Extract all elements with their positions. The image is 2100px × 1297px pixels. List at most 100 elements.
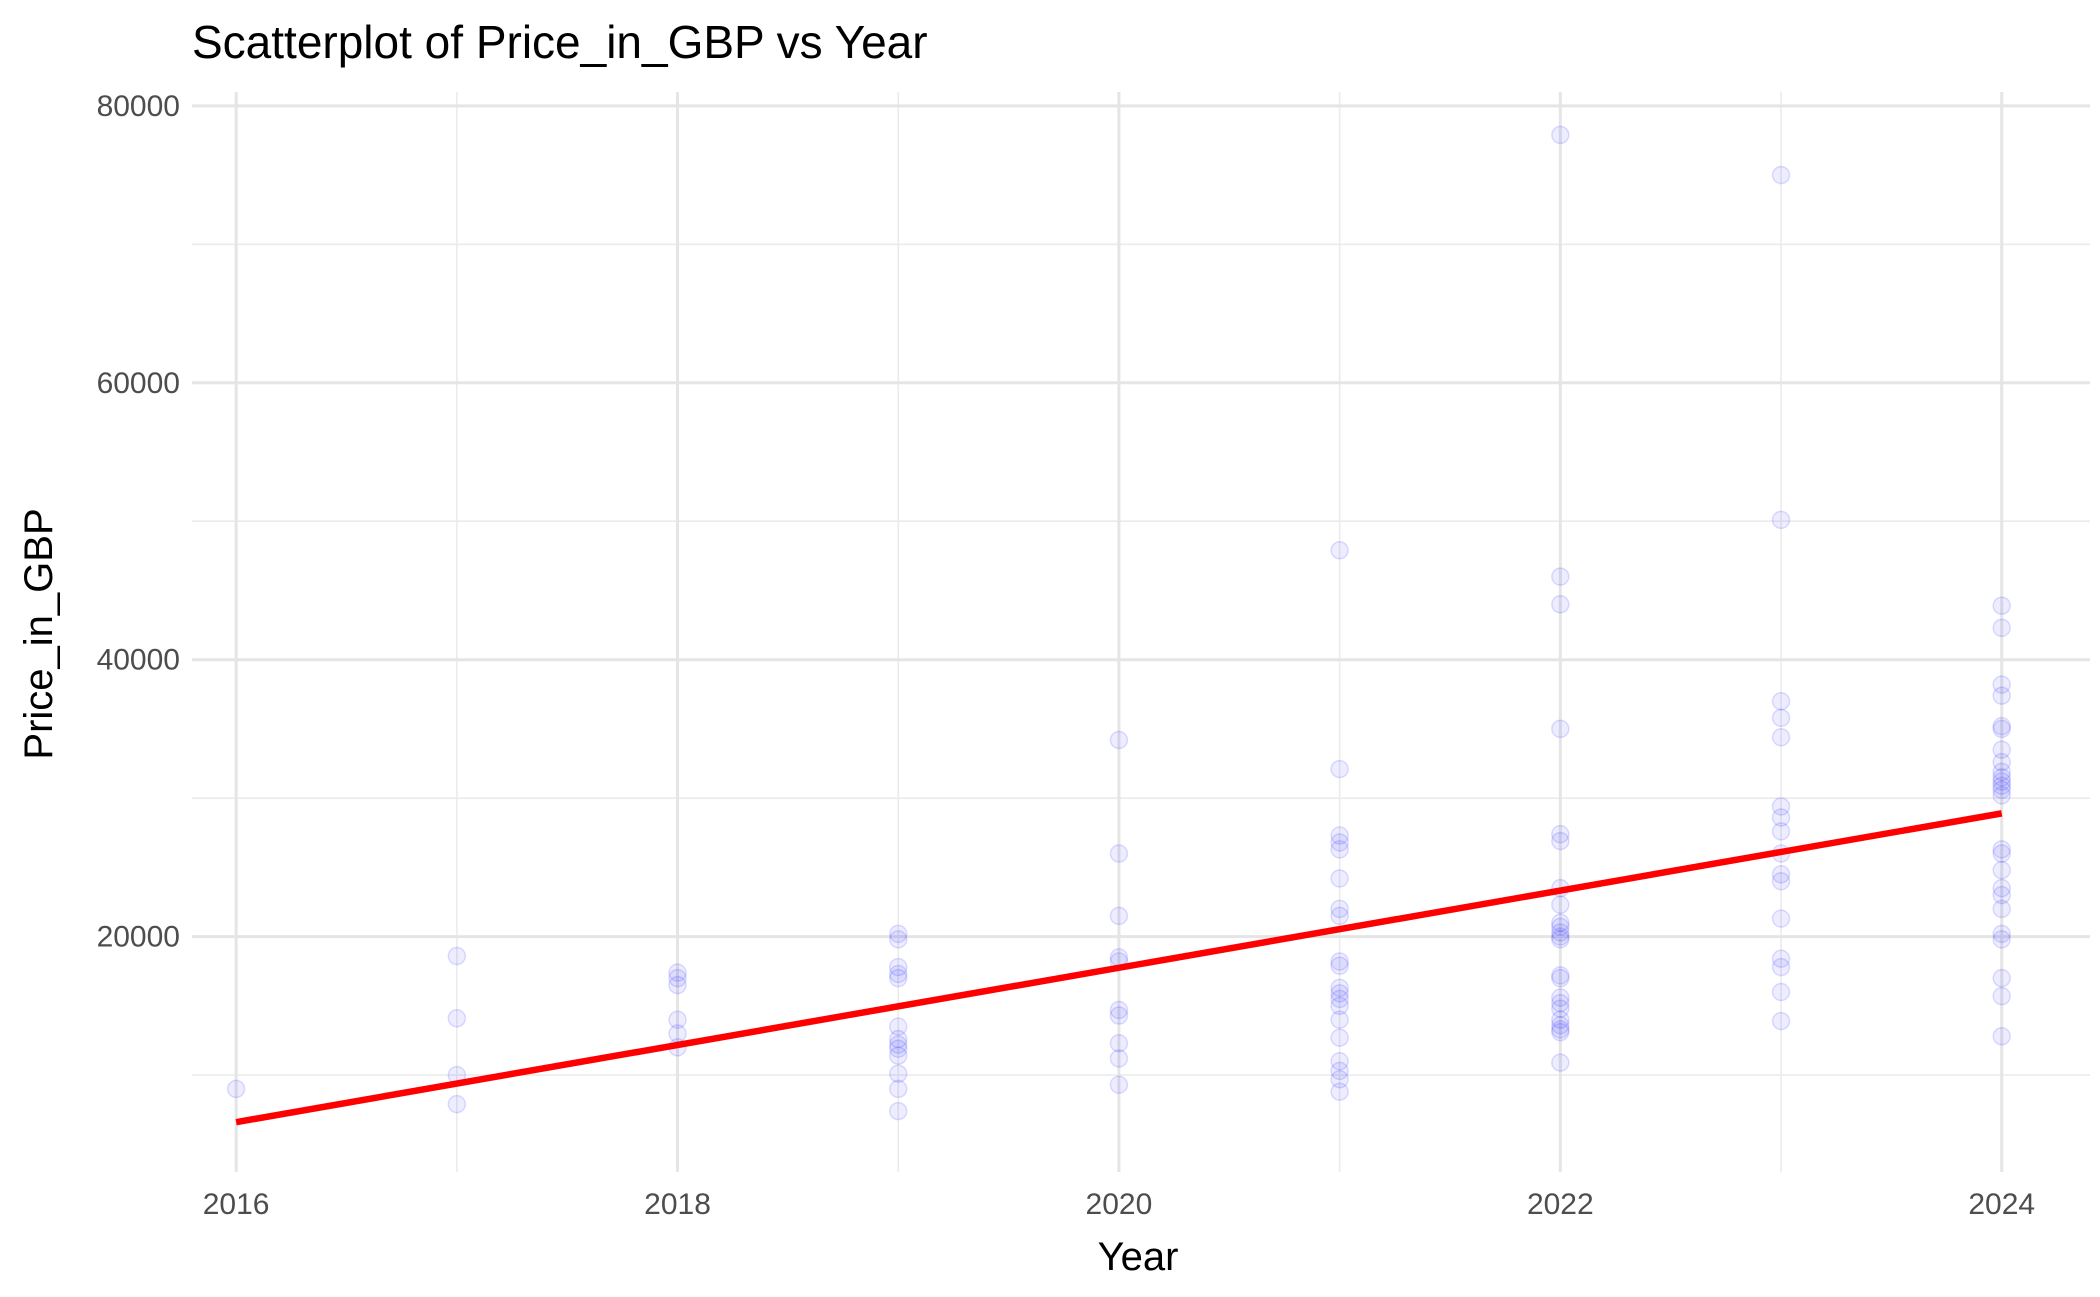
- data-points: [226, 125, 2011, 1121]
- data-point: [1551, 895, 1570, 915]
- data-point: [1330, 840, 1349, 859]
- data-point: [1992, 740, 2011, 759]
- data-point: [1330, 1028, 1349, 1047]
- y-tick-label: 20000: [97, 921, 180, 954]
- data-point: [1109, 844, 1129, 863]
- data-point: [1330, 1069, 1349, 1089]
- data-point: [1551, 923, 1570, 942]
- data-point: [1109, 1075, 1129, 1095]
- data-point: [1109, 730, 1129, 750]
- data-point: [1992, 986, 2011, 1006]
- x-tick-label: 2024: [1968, 1188, 2035, 1221]
- data-point: [1109, 1006, 1129, 1025]
- x-tick-label: 2016: [203, 1188, 270, 1221]
- y-tick-label: 40000: [97, 644, 180, 677]
- data-point: [1992, 860, 2011, 880]
- data-point: [1551, 567, 1570, 586]
- data-point: [1771, 727, 1791, 747]
- data-point: [1992, 776, 2011, 795]
- data-point: [1330, 996, 1349, 1016]
- data-point: [1551, 595, 1570, 614]
- data-point: [668, 1010, 687, 1029]
- data-point: [1330, 759, 1349, 779]
- x-axis-title: Year: [1098, 1235, 1179, 1279]
- data-point: [1992, 686, 2011, 705]
- data-point: [1992, 899, 2011, 919]
- data-point: [1771, 822, 1791, 841]
- data-point: [1551, 1022, 1570, 1042]
- data-point: [1330, 833, 1349, 852]
- data-point: [1992, 716, 2011, 736]
- data-point: [1992, 762, 2011, 782]
- data-point: [888, 1017, 908, 1036]
- major-gridlines: [192, 92, 2090, 1172]
- data-point: [888, 968, 908, 988]
- y-tick-label: 60000: [97, 367, 180, 400]
- data-point: [1992, 596, 2011, 615]
- data-point: [1771, 797, 1791, 816]
- data-point: [1330, 978, 1349, 998]
- data-point: [1551, 1015, 1570, 1035]
- data-point: [1551, 930, 1570, 949]
- data-point: [1330, 1051, 1349, 1071]
- data-point: [1551, 824, 1570, 844]
- data-point: [1992, 780, 2011, 800]
- data-point: [1551, 831, 1570, 851]
- data-point: [1992, 924, 2011, 944]
- x-tick-label: 2022: [1527, 1188, 1594, 1221]
- data-point: [888, 957, 908, 977]
- data-point: [1771, 949, 1791, 969]
- data-point: [888, 924, 908, 944]
- data-point: [1992, 768, 2011, 787]
- data-point: [1992, 786, 2011, 805]
- data-point: [888, 1035, 908, 1054]
- data-point: [1551, 1010, 1570, 1029]
- data-point: [1992, 844, 2011, 863]
- data-point: [1771, 708, 1791, 728]
- data-point: [888, 1029, 908, 1049]
- data-point: [1992, 675, 2011, 694]
- data-point: [1109, 1049, 1129, 1068]
- data-point: [1551, 993, 1570, 1013]
- data-point: [1330, 1082, 1349, 1101]
- data-point: [1771, 691, 1791, 711]
- data-point: [1992, 878, 2011, 898]
- y-axis-title: Price_in_GBP: [17, 508, 61, 759]
- data-point: [1330, 984, 1349, 1003]
- data-point: [1551, 913, 1570, 933]
- data-point: [668, 968, 687, 988]
- data-point: [888, 1079, 908, 1099]
- data-point: [1330, 826, 1349, 845]
- minor-gridlines: [192, 92, 2090, 1172]
- data-point: [1330, 899, 1349, 919]
- data-point: [1992, 752, 2011, 772]
- data-point: [1992, 1027, 2011, 1046]
- y-tick-label: 80000: [97, 90, 180, 123]
- data-point: [668, 963, 687, 982]
- data-point: [1551, 917, 1570, 937]
- data-point: [1551, 988, 1570, 1007]
- x-axis-ticks: 2016 2018 2020 2022 2024: [203, 1188, 2035, 1221]
- data-point: [1330, 952, 1349, 971]
- data-point: [1771, 865, 1791, 884]
- data-point: [1771, 957, 1791, 977]
- data-point: [1551, 968, 1570, 988]
- data-point: [1771, 510, 1791, 530]
- data-point: [1551, 927, 1570, 946]
- data-point: [888, 930, 908, 949]
- x-tick-label: 2018: [644, 1188, 711, 1221]
- data-point: [1109, 906, 1129, 926]
- data-point: [1330, 1061, 1349, 1081]
- data-point: [1771, 982, 1791, 1002]
- data-point: [1330, 989, 1349, 1009]
- data-point: [1109, 1033, 1129, 1053]
- data-point: [888, 1101, 908, 1121]
- data-point: [1551, 999, 1570, 1018]
- data-point: [1330, 1010, 1349, 1029]
- data-point: [1330, 906, 1349, 926]
- data-point: [447, 1094, 467, 1114]
- data-point: [447, 1009, 467, 1028]
- y-axis-ticks: 20000 40000 60000 80000: [97, 90, 180, 954]
- chart-title: Scatterplot of Price_in_GBP vs Year: [192, 16, 928, 68]
